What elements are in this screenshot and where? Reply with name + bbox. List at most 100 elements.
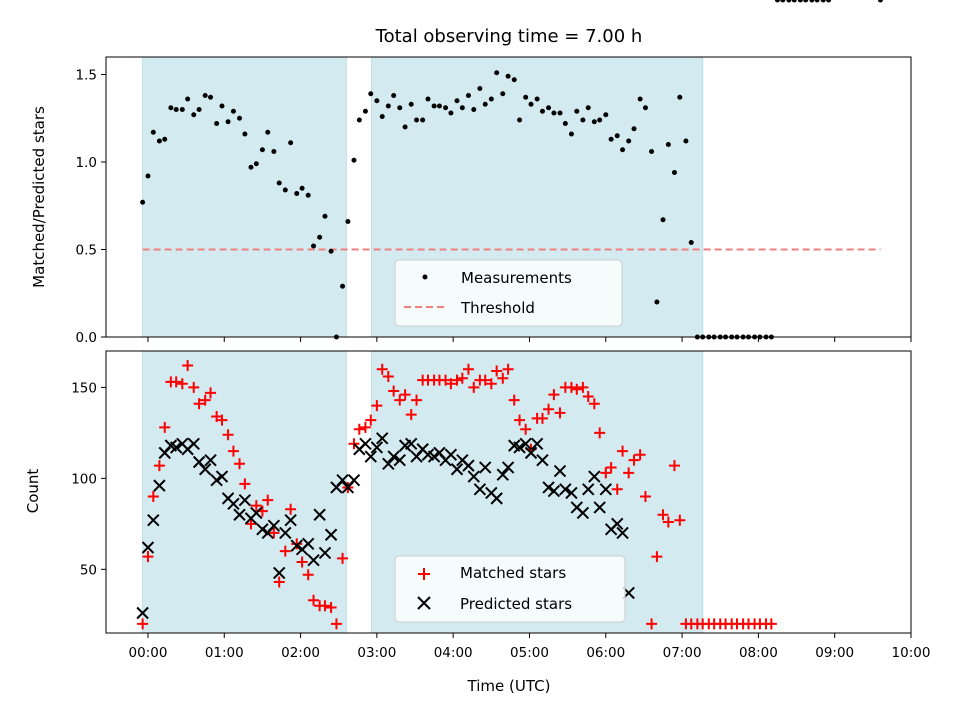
- matched-star-point: [508, 394, 520, 406]
- measurement-point: [660, 217, 666, 223]
- predicted-star-point: [238, 493, 252, 507]
- measurement-point: [803, 0, 809, 3]
- predicted-star-point: [210, 473, 223, 487]
- measurement-point: [191, 112, 197, 118]
- matched-star-point: [302, 569, 314, 581]
- predicted-star-point: [382, 457, 395, 471]
- predicted-star-point: [588, 470, 601, 483]
- predicted-stars-series: [137, 432, 635, 620]
- predicted-star-point: [318, 546, 332, 560]
- matched-star-point: [657, 509, 669, 521]
- measurement-point: [539, 108, 545, 114]
- matched-star-point: [623, 467, 635, 479]
- matched-star-point: [262, 494, 274, 506]
- measurement-point: [809, 0, 815, 3]
- top-y-tick-label: 0.5: [76, 243, 97, 259]
- matched-star-point: [388, 385, 400, 397]
- matched-star-point: [639, 491, 651, 503]
- matched-star-point: [536, 412, 548, 424]
- predicted-star-point: [284, 513, 297, 527]
- measurement-point: [351, 157, 357, 163]
- predicted-star-point: [307, 554, 320, 567]
- measurement-point: [791, 0, 797, 3]
- matched-star-point: [216, 414, 228, 426]
- measurement-point: [471, 107, 477, 112]
- matched-star-point: [285, 503, 297, 515]
- matched-star-point: [651, 551, 663, 563]
- predicted-star-point: [536, 453, 549, 467]
- matched-star-point: [514, 414, 526, 426]
- measurement-point: [156, 138, 162, 144]
- measurement-point: [597, 117, 603, 123]
- predicted-star-point: [376, 432, 389, 445]
- predicted-star-point: [530, 437, 544, 450]
- measurement-point: [523, 94, 529, 100]
- measurement-point: [225, 119, 231, 125]
- measurement-point: [649, 149, 655, 154]
- top-y-tick-label: 1.5: [76, 68, 97, 84]
- matched-star-point: [325, 602, 337, 614]
- matched-star-point: [646, 618, 658, 630]
- measurement-point: [242, 131, 248, 137]
- matched-star-point: [239, 478, 251, 490]
- measurement-point: [145, 173, 151, 179]
- measurement-point: [379, 114, 385, 119]
- measurement-point: [420, 117, 426, 123]
- x-tick-label: 04:00: [434, 645, 473, 661]
- top-y-axis: 0.0 0.5 1.0 1.5: [76, 68, 106, 346]
- measurement-point: [546, 105, 552, 111]
- legend-measurements-label: Measurements: [461, 269, 572, 287]
- predicted-star-point: [444, 448, 458, 461]
- matched-star-point: [765, 618, 777, 630]
- predicted-star-point: [336, 473, 349, 487]
- measurement-point: [877, 0, 883, 3]
- legend-predicted-marker: [417, 596, 431, 610]
- predicted-star-point: [467, 470, 480, 483]
- matched-star-point: [245, 518, 257, 530]
- measurement-point: [391, 93, 397, 98]
- top-legend-box: [394, 259, 623, 327]
- predicted-star-point: [141, 541, 155, 554]
- measurement-point: [368, 91, 374, 97]
- measurement-point: [688, 240, 694, 245]
- measurement-point: [271, 149, 277, 154]
- measurement-point: [826, 0, 832, 3]
- measurement-point: [786, 0, 792, 3]
- measurement-point: [500, 91, 506, 97]
- matched-stars-series: [137, 360, 777, 630]
- top-y-tick-label: 1.0: [76, 155, 97, 171]
- x-axis: 00:00 01:00 02:00 03:00 04:00 05:00 06:00 07:00…: [129, 633, 930, 661]
- measurement-point: [162, 136, 168, 142]
- measurement-point: [603, 112, 609, 118]
- predicted-star-point: [547, 484, 561, 498]
- matched-star-point: [543, 403, 555, 415]
- matched-star-point: [382, 370, 394, 382]
- predicted-star-point: [576, 506, 590, 520]
- measurement-point: [683, 138, 689, 144]
- predicted-star-point: [153, 479, 166, 492]
- matched-star-point: [605, 461, 617, 473]
- bottom-y-tick-label: 100: [71, 471, 97, 487]
- matched-star-point: [176, 378, 188, 390]
- measurement-point: [140, 199, 146, 205]
- measurement-point: [168, 105, 174, 111]
- matched-star-point: [359, 421, 371, 433]
- measurement-point: [299, 185, 305, 191]
- x-axis-label: Time (UTC): [467, 677, 551, 695]
- predicted-star-point: [250, 506, 263, 520]
- matched-star-point: [296, 556, 308, 568]
- bottom-y-axis-label: Count: [24, 469, 42, 514]
- measurement-point: [631, 126, 637, 132]
- predicted-star-point: [204, 453, 217, 467]
- matched-star-point: [308, 594, 320, 606]
- measurement-point: [551, 110, 557, 116]
- bottom-legend: Matched stars Predicted stars: [394, 555, 626, 623]
- matched-star-point: [234, 458, 246, 470]
- measurement-point: [237, 115, 243, 121]
- bottom-y-axis: 50 100 150: [71, 380, 106, 578]
- measurement-point: [208, 94, 214, 100]
- measurement-point: [288, 140, 294, 146]
- measurement-point: [414, 117, 420, 123]
- measurement-point: [248, 164, 254, 170]
